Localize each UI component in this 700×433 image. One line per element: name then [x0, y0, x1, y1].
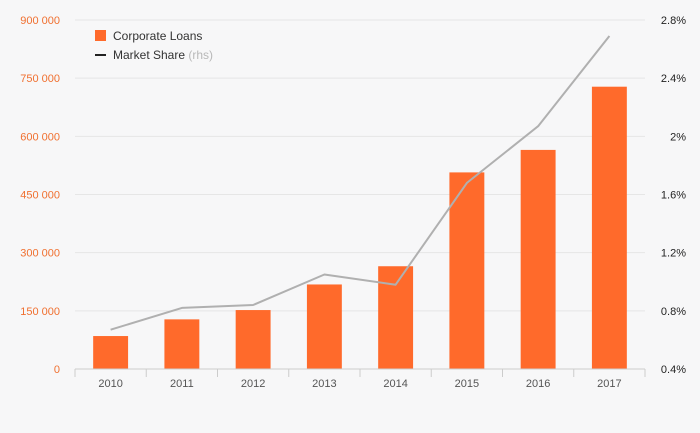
- x-tick-label-2012: 2012: [241, 378, 265, 390]
- y-left-tick-label: 900 000: [20, 15, 60, 27]
- x-tick-label-2017: 2017: [597, 378, 621, 390]
- line-market-share: [110, 35, 611, 331]
- y-right-tick-label: 1.2%: [661, 248, 686, 260]
- y-left-tick-label: 300 000: [20, 248, 60, 260]
- bar-2014: [378, 266, 414, 369]
- bar-2012: [235, 310, 271, 369]
- legend-label-market-share-name: Market Share: [113, 48, 185, 62]
- y-right-tick-label: 2.4%: [661, 73, 686, 85]
- legend: Corporate Loans Market Share (rhs): [95, 29, 213, 62]
- legend-label-market-share-suffix: (rhs): [188, 48, 213, 62]
- y-left-tick-label: 450 000: [20, 190, 60, 202]
- bars-corporate-loans: [93, 86, 627, 369]
- bar-2013: [306, 284, 342, 369]
- x-tick-label-2014: 2014: [383, 378, 407, 390]
- y-right-tick-label: 1.6%: [661, 190, 686, 202]
- legend-swatch-corporate-loans: [95, 30, 106, 41]
- y-left-tick-label: 0: [54, 364, 60, 376]
- bar-2010: [93, 336, 129, 369]
- y-axis-left: 0 150 000 300 000 450 000 600 000 750 000 900 …: [20, 15, 60, 376]
- x-axis: 2010 2011 2012 2013 2014 2015 2016 2017: [74, 368, 646, 390]
- market-share-line: [110, 35, 611, 331]
- x-tick-label-2011: 2011: [170, 378, 194, 390]
- legend-label-market-share: Market Share (rhs): [113, 48, 213, 62]
- x-tick-label-2013: 2013: [312, 378, 336, 390]
- bar-2015: [449, 172, 485, 369]
- y-right-tick-label: 2%: [670, 131, 686, 143]
- bar-2011: [164, 319, 200, 369]
- x-tick-label-2015: 2015: [455, 378, 479, 390]
- bar-2017: [591, 86, 627, 369]
- x-tick-label-2010: 2010: [98, 378, 122, 390]
- bar-2016: [520, 149, 556, 369]
- y-right-tick-label: 0.8%: [661, 306, 686, 318]
- legend-label-corporate-loans: Corporate Loans: [113, 29, 202, 43]
- x-tick-label-2016: 2016: [526, 378, 550, 390]
- y-left-tick-label: 600 000: [20, 131, 60, 143]
- y-right-tick-label: 2.8%: [661, 15, 686, 27]
- y-axis-right: 0.4% 0.8% 1.2% 1.6% 2% 2.4% 2.8%: [661, 15, 686, 376]
- y-left-tick-label: 750 000: [20, 73, 60, 85]
- y-right-tick-label: 0.4%: [661, 364, 686, 376]
- y-left-tick-label: 150 000: [20, 306, 60, 318]
